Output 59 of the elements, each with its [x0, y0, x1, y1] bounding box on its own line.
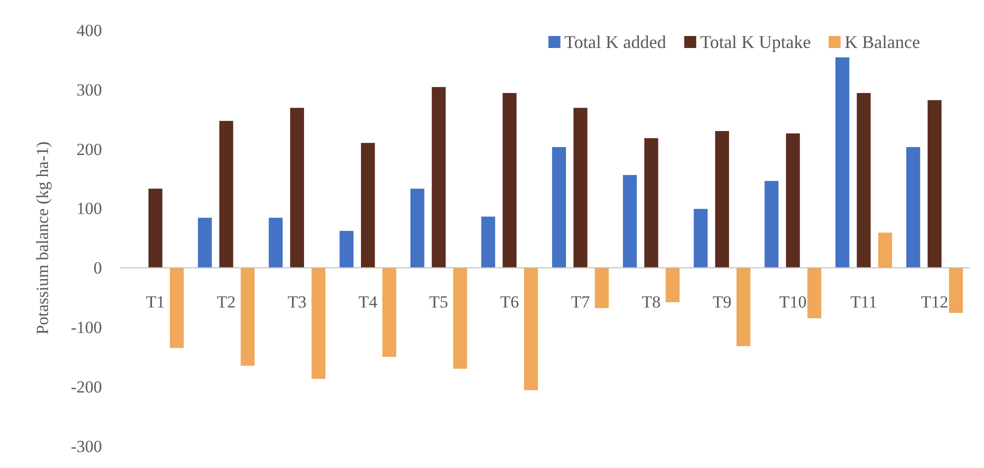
bar	[786, 133, 800, 268]
bar	[573, 108, 588, 268]
bar	[524, 268, 538, 390]
bar	[594, 268, 609, 308]
x-tick-label: T2	[216, 292, 236, 312]
bar	[148, 188, 162, 268]
bar	[502, 92, 517, 268]
bar	[198, 218, 212, 268]
bar	[453, 268, 468, 369]
bar	[410, 188, 424, 268]
y-tick-label: -200	[70, 378, 102, 397]
bar	[432, 87, 446, 268]
bar	[878, 232, 892, 268]
bar	[382, 268, 396, 357]
y-tick-label: -300	[70, 436, 102, 456]
bar	[170, 268, 184, 348]
x-tick-label: T12	[920, 292, 948, 312]
bar	[340, 230, 354, 268]
x-tick-label: T9	[712, 292, 732, 312]
bar	[622, 175, 637, 268]
bar	[360, 142, 375, 268]
bar	[694, 208, 708, 268]
bar	[807, 268, 822, 318]
bar	[715, 131, 730, 268]
legend-label: Total K added	[564, 32, 666, 52]
x-tick-label: T4	[358, 292, 378, 312]
bar	[290, 108, 304, 268]
legend-label: Total K Uptake	[700, 32, 811, 52]
y-tick-label: 200	[76, 140, 102, 159]
x-tick-label: T6	[500, 292, 520, 312]
bar	[644, 138, 658, 268]
x-tick-label: T5	[429, 292, 448, 312]
bar	[949, 268, 963, 313]
bar	[312, 268, 326, 379]
y-axis-title: Potassium balance (kg ha-1)	[33, 141, 52, 335]
x-tick-label: T7	[570, 292, 590, 312]
x-tick-label: T8	[642, 292, 661, 312]
x-tick-label: T10	[779, 292, 807, 312]
y-tick-label: 100	[76, 199, 102, 218]
bar	[552, 147, 566, 268]
x-tick-label: T11	[850, 292, 878, 312]
bar	[835, 57, 850, 268]
bar	[240, 268, 255, 366]
bar	[666, 268, 680, 302]
bar	[906, 147, 920, 268]
bar	[928, 100, 942, 268]
y-tick-label: 300	[76, 80, 102, 100]
bar	[856, 92, 871, 268]
bar	[219, 120, 234, 268]
bar	[481, 216, 496, 268]
y-tick-label: 0	[94, 258, 102, 278]
bar	[268, 218, 283, 268]
legend-label: K Balance	[844, 32, 920, 52]
bar	[736, 268, 750, 346]
x-tick-label: T3	[288, 292, 307, 312]
y-tick-label: -100	[70, 318, 102, 338]
y-tick-label: 400	[76, 20, 102, 40]
bar	[764, 180, 778, 268]
x-tick-label: T1	[146, 292, 165, 312]
